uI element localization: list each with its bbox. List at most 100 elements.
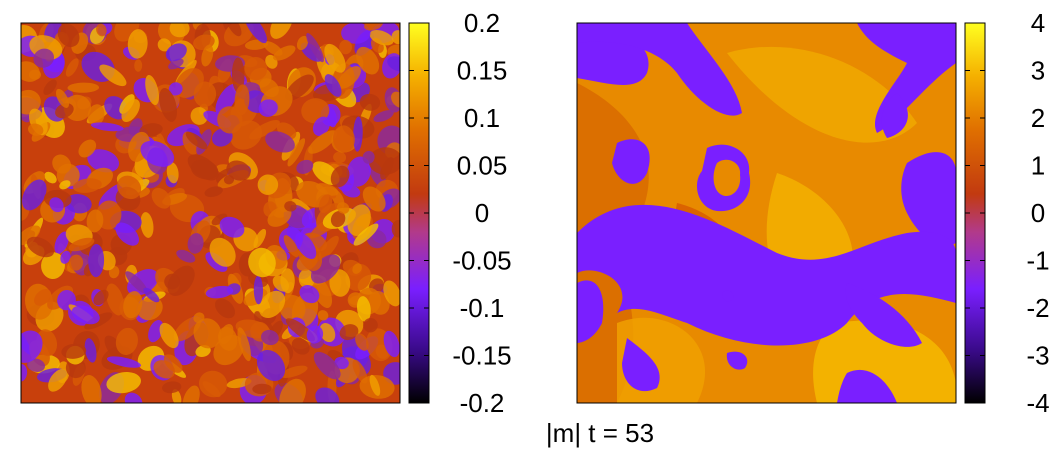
heatmap-blob bbox=[345, 263, 372, 291]
colorbar-tick-label: 0.05 bbox=[457, 151, 508, 181]
heatmap-blob bbox=[193, 81, 217, 108]
heatmap-domain-wall bbox=[612, 139, 650, 184]
heatmap-blob bbox=[217, 326, 238, 351]
heatmap-blob bbox=[140, 140, 175, 167]
heatmap-blob bbox=[226, 160, 251, 181]
heatmap-blob bbox=[71, 305, 100, 325]
heatmap-blob bbox=[125, 271, 148, 294]
heatmap-blob bbox=[383, 362, 400, 385]
heatmap-domain-wall bbox=[577, 23, 742, 116]
heatmap-blob bbox=[273, 45, 296, 61]
heatmap-blob bbox=[279, 378, 306, 403]
heatmap-blob bbox=[329, 269, 351, 297]
heatmap-blob bbox=[68, 254, 84, 271]
heatmap-blob bbox=[383, 330, 400, 358]
heatmap-blob bbox=[73, 178, 102, 193]
colorbar-tick-label: 3 bbox=[1031, 56, 1045, 86]
heatmap-blob bbox=[383, 280, 400, 307]
heatmap-blob bbox=[26, 358, 46, 372]
heatmap-blob bbox=[168, 82, 183, 96]
heatmap-blob bbox=[151, 187, 171, 209]
heatmap-blob bbox=[43, 79, 57, 96]
heatmap-blob bbox=[173, 316, 202, 342]
heatmap-blob bbox=[185, 131, 208, 150]
heatmap-blob bbox=[124, 392, 143, 403]
heatmap-blob bbox=[84, 338, 97, 363]
heatmap-blob bbox=[337, 66, 361, 89]
heatmap-blob bbox=[369, 29, 394, 46]
heatmap-blob bbox=[87, 149, 120, 173]
colorbar-left: 0.2 0.15 0.1 0.05 0 -0.05 -0.1 -0.15 -0.2 bbox=[408, 8, 512, 418]
heatmap-blob bbox=[369, 374, 381, 396]
heatmap-blob bbox=[317, 310, 329, 321]
heatmap-blob bbox=[21, 225, 41, 246]
colorbar-tick-label: -3 bbox=[1026, 341, 1049, 371]
colorbar-tick-label: -1 bbox=[1026, 246, 1049, 276]
heatmap-blob bbox=[234, 84, 250, 116]
heatmap-domain-wall bbox=[845, 283, 922, 347]
heatmap-blob bbox=[252, 383, 272, 395]
heatmap-blob bbox=[330, 165, 350, 188]
heatmap-blob bbox=[347, 204, 371, 236]
heatmap-blob bbox=[311, 276, 333, 308]
heatmap-blob bbox=[368, 147, 400, 175]
heatmap-blob bbox=[49, 197, 64, 213]
heatmap-blob bbox=[324, 43, 346, 73]
heatmap-blob bbox=[298, 269, 315, 289]
heatmap-blob bbox=[65, 58, 79, 77]
heatmap-domain-wall bbox=[726, 351, 748, 370]
heatmap-blob bbox=[352, 359, 368, 384]
heatmap-blob bbox=[87, 104, 105, 126]
heatmap-blob bbox=[65, 194, 92, 214]
heatmap-blob bbox=[339, 39, 353, 55]
heatmap-blob bbox=[299, 285, 320, 304]
heatmap-blob bbox=[391, 219, 400, 238]
heatmap-blob bbox=[78, 139, 97, 158]
colorbar-tick-label: 1 bbox=[1031, 151, 1045, 181]
heatmap-blob bbox=[59, 180, 71, 190]
heatmap-blob bbox=[115, 327, 138, 355]
heatmap-blob bbox=[157, 38, 172, 52]
heatmap-blob bbox=[256, 349, 286, 382]
heatmap-blob bbox=[159, 322, 179, 349]
heatmap-blob bbox=[237, 327, 251, 362]
heatmap-domain-wall bbox=[577, 280, 604, 343]
heatmap-blob bbox=[61, 343, 87, 359]
heatmap-blob bbox=[134, 59, 143, 72]
heatmap-blob bbox=[201, 44, 214, 67]
heatmap-blob bbox=[313, 351, 341, 380]
heatmap-blob bbox=[217, 106, 243, 134]
heatmap-blob bbox=[341, 184, 361, 198]
heatmap-blob bbox=[364, 23, 384, 31]
heatmap-blob bbox=[176, 249, 196, 263]
heatmap-blob bbox=[55, 88, 70, 108]
heatmap-blob bbox=[334, 356, 349, 370]
heatmap-blob bbox=[253, 275, 264, 305]
heatmap-blob bbox=[373, 110, 394, 123]
heatmap-blob bbox=[88, 244, 105, 278]
heatmap-blob bbox=[34, 289, 52, 306]
heatmap-blob bbox=[279, 365, 308, 378]
heatmap-blob bbox=[226, 23, 242, 37]
heatmap-domain-wall bbox=[901, 152, 956, 246]
heatmap-blob bbox=[244, 23, 268, 44]
heatmap-blob bbox=[148, 319, 164, 343]
heatmap-blob bbox=[81, 375, 102, 403]
heatmap-blob bbox=[352, 263, 362, 274]
heatmap-blob bbox=[291, 337, 310, 355]
heatmap-blob bbox=[219, 216, 245, 238]
heatmap-blob bbox=[191, 159, 219, 180]
heatmap-blob bbox=[312, 116, 330, 136]
heatmap-blob bbox=[57, 23, 80, 48]
heatmap-right-frame bbox=[576, 22, 957, 404]
heatmap-blob bbox=[159, 87, 178, 122]
heatmap-blob bbox=[248, 247, 276, 278]
colorbar-tick-label: 4 bbox=[1031, 8, 1045, 38]
heatmap-blob bbox=[106, 371, 141, 394]
heatmap-blob bbox=[296, 35, 309, 51]
heatmap-blob bbox=[166, 162, 179, 184]
heatmap-blob bbox=[333, 151, 347, 164]
heatmap-blob bbox=[27, 123, 44, 136]
heatmap-blob bbox=[193, 318, 222, 349]
